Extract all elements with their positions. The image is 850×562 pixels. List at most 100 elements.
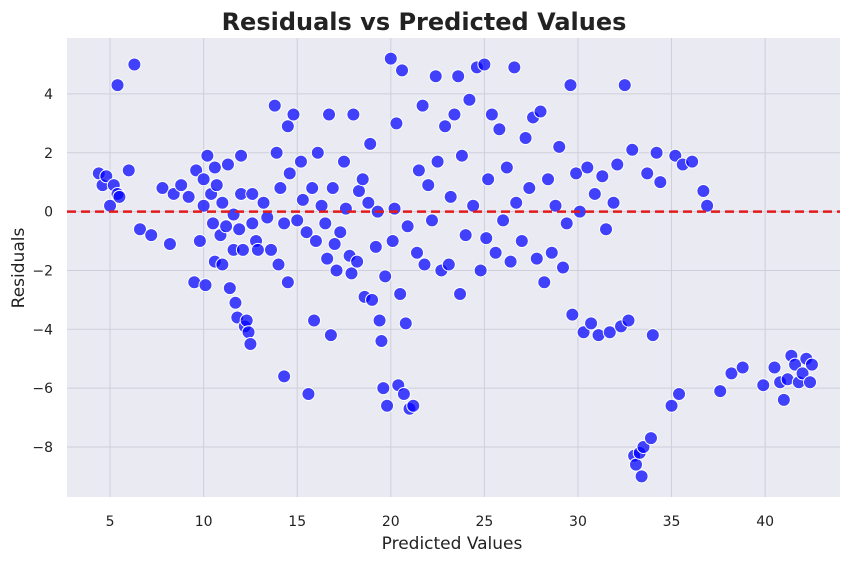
scatter-point	[293, 154, 308, 169]
scatter-point	[541, 172, 556, 187]
scatter-point	[320, 251, 335, 266]
y-tick-label: −4	[32, 322, 53, 338]
scatter-point	[181, 189, 196, 204]
scatter-point	[458, 228, 473, 243]
scatter-point	[325, 181, 340, 196]
scatter-point	[346, 107, 361, 122]
scatter-point	[374, 334, 389, 349]
x-tick-label: 30	[569, 514, 587, 530]
scatter-point	[514, 234, 529, 249]
scatter-point	[606, 195, 621, 210]
scatter-point	[192, 234, 207, 249]
scatter-point	[162, 236, 177, 251]
scatter-point	[664, 398, 679, 413]
scatter-point	[235, 242, 250, 257]
x-tick-label: 15	[288, 514, 306, 530]
scatter-point	[735, 360, 750, 375]
scatter-point	[380, 398, 395, 413]
scatter-point	[327, 236, 342, 251]
scatter-point	[479, 231, 494, 246]
scatter-point	[484, 107, 499, 122]
scatter-point	[696, 184, 711, 198]
scatter-point	[144, 228, 159, 243]
scatter-point	[415, 98, 430, 113]
scatter-point	[544, 245, 559, 260]
scatter-point	[222, 281, 237, 296]
scatter-point	[451, 69, 466, 84]
scatter-point	[776, 392, 791, 407]
scatter-point	[385, 234, 400, 249]
scatter-point	[215, 257, 230, 272]
scatter-point	[205, 216, 220, 231]
scatter-point	[329, 263, 344, 278]
scatter-point	[569, 166, 584, 181]
scatter-point	[226, 207, 241, 222]
scatter-point	[396, 387, 411, 402]
scatter-point	[563, 78, 578, 93]
scatter-point	[383, 51, 398, 66]
scatter-point	[621, 313, 636, 328]
scatter-point	[804, 357, 819, 372]
chart-title: Residuals vs Predicted Values	[222, 8, 627, 36]
scatter-point	[361, 195, 376, 210]
scatter-point	[273, 181, 288, 196]
scatter-point	[576, 325, 591, 340]
scatter-point	[503, 254, 518, 269]
scatter-point	[406, 398, 421, 413]
x-tick-label: 40	[756, 514, 774, 530]
scatter-point	[454, 148, 469, 163]
scatter-point	[466, 198, 481, 213]
scatter-point	[559, 216, 574, 231]
y-tick-label: 0	[44, 205, 53, 221]
scatter-point	[314, 198, 329, 213]
scatter-point	[280, 275, 295, 290]
scatter-point	[625, 142, 640, 157]
scatter-point	[496, 213, 511, 228]
scatter-point	[803, 375, 818, 390]
scatter-point	[499, 160, 514, 175]
scatter-point	[400, 219, 415, 234]
scatter-point	[462, 92, 477, 107]
scatter-point	[645, 328, 660, 343]
y-tick-label: −2	[32, 263, 53, 279]
scatter-point	[234, 148, 249, 163]
scatter-point	[473, 263, 488, 278]
scatter-point	[389, 116, 404, 131]
scatter-point	[428, 69, 443, 84]
scatter-point	[393, 286, 408, 301]
scatter-point	[509, 195, 524, 210]
scatter-point	[756, 378, 771, 393]
scatter-point	[308, 234, 323, 249]
x-tick-label: 5	[106, 514, 115, 530]
scatter-point	[555, 260, 570, 275]
scatter-point	[617, 78, 632, 93]
scatter-point	[417, 257, 432, 272]
scatter-point	[112, 189, 127, 204]
scatter-point	[299, 225, 314, 240]
scatter-point	[318, 216, 333, 231]
scatter-point	[795, 366, 810, 381]
x-tick-label: 25	[475, 514, 493, 530]
scatter-point	[522, 181, 537, 196]
scatter-point	[376, 381, 391, 396]
scatter-point	[430, 154, 445, 169]
scatter-point	[269, 145, 284, 160]
scatter-point	[488, 245, 503, 260]
scatter-point	[424, 213, 439, 228]
y-tick-label: 4	[44, 87, 53, 103]
scatter-point	[245, 186, 260, 201]
scatter-point	[398, 316, 413, 331]
scatter-point	[322, 107, 337, 122]
scatter-point	[443, 189, 458, 204]
scatter-point	[250, 242, 265, 257]
scatter-point	[602, 325, 617, 340]
scatter-point	[529, 251, 544, 266]
scatter-point	[219, 219, 234, 234]
scatter-point	[232, 222, 247, 237]
scatter-point	[355, 172, 370, 187]
scatter-point	[548, 198, 563, 213]
scatter-point	[256, 195, 271, 210]
x-tick-label: 35	[663, 514, 681, 530]
scatter-point	[700, 198, 715, 213]
scatter-point	[323, 328, 338, 343]
